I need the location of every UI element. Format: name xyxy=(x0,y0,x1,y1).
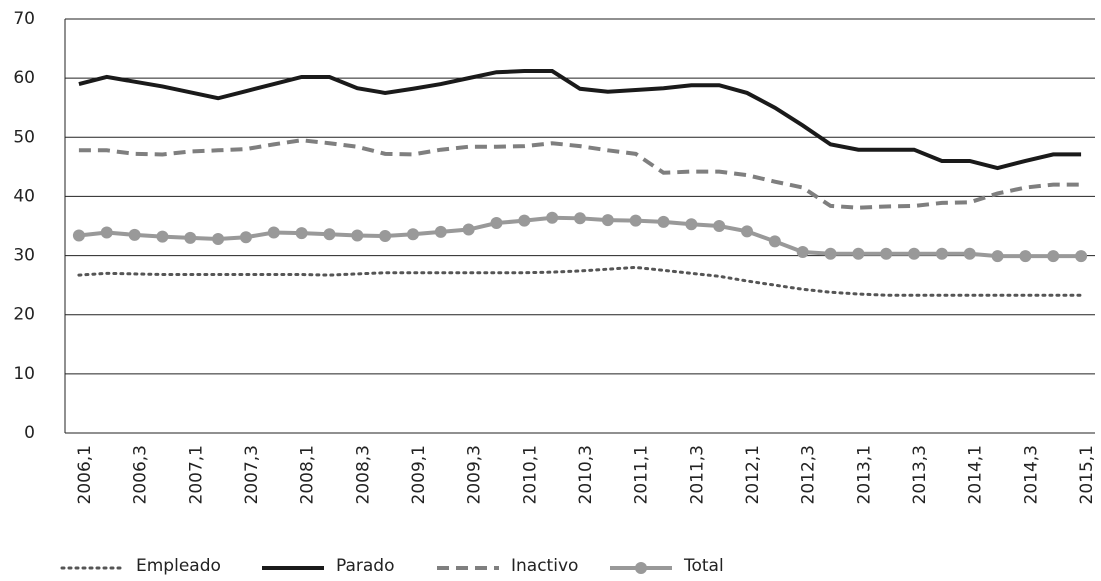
x-tick-label: 2006,1 xyxy=(75,445,95,504)
series-marker xyxy=(490,217,503,230)
y-tick-label: 30 xyxy=(13,246,35,266)
series-marker xyxy=(267,226,280,239)
series-marker xyxy=(629,214,642,227)
series-marker xyxy=(212,233,225,246)
x-tick-label: 2008,3 xyxy=(353,445,373,504)
series-marker xyxy=(796,246,809,259)
legend-label: Inactivo xyxy=(511,556,578,576)
legend-label: Parado xyxy=(336,556,395,576)
series-marker xyxy=(991,250,1004,263)
series-marker xyxy=(351,229,364,242)
series-marker xyxy=(1019,250,1032,263)
series-marker xyxy=(518,214,531,227)
series-marker xyxy=(685,218,698,231)
x-tick-label: 2008,1 xyxy=(298,445,318,504)
series-marker xyxy=(1047,250,1060,263)
x-tick-label: 2012,3 xyxy=(799,445,819,504)
y-tick-label: 50 xyxy=(13,127,35,147)
x-tick-label: 2011,3 xyxy=(687,445,707,504)
x-tick-label: 2007,3 xyxy=(242,445,262,504)
x-tick-label: 2011,1 xyxy=(632,445,652,504)
series-marker xyxy=(768,235,781,248)
x-tick-label: 2010,3 xyxy=(576,445,596,504)
series-marker xyxy=(1075,250,1088,263)
x-tick-label: 2014,1 xyxy=(966,445,986,504)
x-tick-label: 2014,3 xyxy=(1021,445,1041,504)
series-line xyxy=(78,138,1082,210)
series-line xyxy=(77,265,1083,297)
series-marker xyxy=(908,247,921,260)
series-marker xyxy=(713,220,726,232)
series-line xyxy=(78,69,1082,171)
x-tick-label: 2009,3 xyxy=(465,445,485,504)
series-marker xyxy=(184,231,197,244)
series-marker xyxy=(434,225,447,238)
legend-marker xyxy=(635,562,647,574)
x-tick-label: 2006,3 xyxy=(131,445,151,504)
y-tick-label: 40 xyxy=(13,186,35,206)
y-tick-label: 10 xyxy=(13,364,35,384)
series-marker xyxy=(72,229,85,242)
x-tick-label: 2007,1 xyxy=(186,445,206,504)
series-marker xyxy=(880,247,893,260)
x-tick-label: 2013,1 xyxy=(854,445,874,504)
series-marker xyxy=(100,226,113,239)
series-marker xyxy=(295,227,308,240)
x-tick-label: 2013,3 xyxy=(910,445,930,504)
series-marker xyxy=(824,247,837,260)
series-marker xyxy=(963,247,976,260)
series-marker xyxy=(156,230,169,243)
series-marker xyxy=(741,225,754,238)
series-marker xyxy=(462,223,475,236)
series-marker xyxy=(379,230,392,243)
x-tick-label: 2009,1 xyxy=(409,445,429,504)
x-tick-label: 2010,1 xyxy=(520,445,540,504)
y-tick-label: 20 xyxy=(13,305,35,325)
y-tick-label: 60 xyxy=(13,68,35,88)
series-marker xyxy=(574,212,586,225)
series-marker xyxy=(935,247,948,260)
y-tick-label: 0 xyxy=(24,423,35,443)
legend-label: Total xyxy=(683,556,724,576)
x-tick-label: 2015,1 xyxy=(1077,445,1097,504)
series-marker xyxy=(128,228,141,241)
series-marker xyxy=(852,247,865,260)
series-marker xyxy=(323,228,336,241)
series-marker xyxy=(657,215,670,228)
legend-label: Empleado xyxy=(136,556,221,576)
series-marker xyxy=(406,228,419,241)
x-tick-label: 2012,1 xyxy=(743,445,763,504)
series-marker xyxy=(546,211,559,224)
series-marker xyxy=(239,231,252,244)
y-tick-label: 70 xyxy=(13,9,35,29)
series-marker xyxy=(601,214,614,227)
